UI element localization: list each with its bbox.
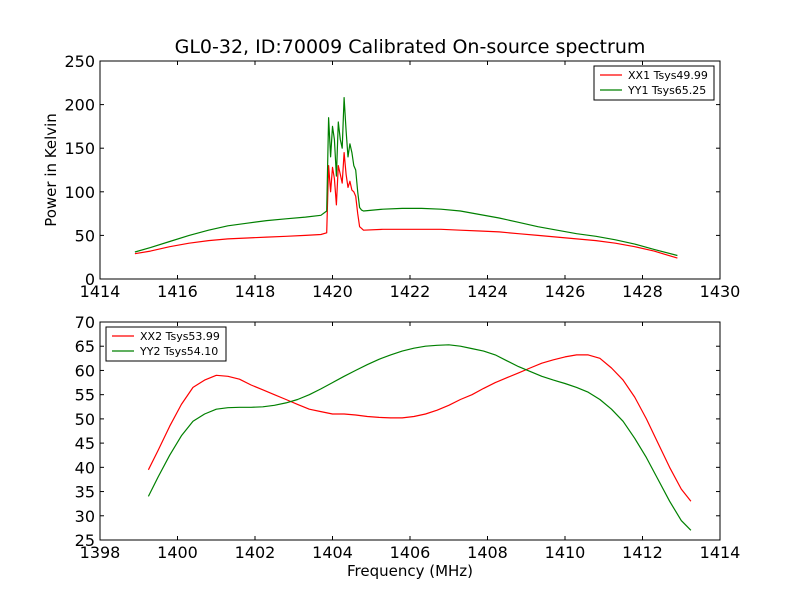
bottom-y-tick-label: 60 (75, 361, 95, 380)
top-x-tick-label: 1414 (80, 282, 121, 301)
top-series-xx1-line (134, 152, 678, 259)
top-chart-panel: 1414 1416 1418 1420 1422 1424 1426 1428 1430 0 50 1… (42, 52, 740, 301)
top-y-tick-label: 250 (64, 52, 95, 71)
bottom-chart-panel: 1398 1400 1402 1404 1406 1408 1410 1412 1414 25 30… (75, 313, 741, 580)
bottom-legend: XX2 Tsys53.99 YY2 Tsys54.10 (105, 326, 227, 362)
bottom-y-tick-label: 25 (75, 531, 95, 550)
bottom-y-tick-label: 55 (75, 386, 95, 405)
bottom-x-axis-label: Frequency (MHz) (347, 562, 473, 580)
bottom-x-tick-label: 1412 (622, 543, 663, 562)
top-y-tick-label: 150 (64, 139, 95, 158)
top-x-tick-label: 1420 (312, 282, 353, 301)
top-x-tick-label: 1416 (157, 282, 198, 301)
bottom-x-tick-label: 1402 (235, 543, 276, 562)
top-y-axis-label: Power in Kelvin (42, 113, 60, 227)
bottom-x-tick-label: 1400 (157, 543, 198, 562)
bottom-x-tick-label: 1410 (545, 543, 586, 562)
bottom-y-tick-label: 30 (75, 507, 95, 526)
bottom-y-tick-label: 65 (75, 337, 95, 356)
top-x-tick-label: 1424 (467, 282, 508, 301)
bottom-series-xx2-line (147, 354, 692, 502)
top-x-tick-label: 1418 (235, 282, 276, 301)
bottom-legend-label: YY2 Tsys54.10 (139, 345, 218, 358)
top-x-tick-label: 1430 (700, 282, 741, 301)
bottom-y-tick-label: 50 (75, 410, 95, 429)
top-y-tick-label: 200 (64, 96, 95, 115)
top-legend: XX1 Tsys49.99 YY1 Tsys65.25 (593, 65, 715, 101)
bottom-x-tick-label: 1408 (467, 543, 508, 562)
bottom-legend-label: XX2 Tsys53.99 (140, 330, 220, 343)
figure-title: GL0-32, ID:70009 Calibrated On-source sp… (175, 36, 646, 58)
top-legend-box (593, 65, 715, 101)
bottom-y-tick-label: 45 (75, 434, 95, 453)
top-y-tick-label: 100 (64, 183, 95, 202)
bottom-x-tick-label: 1404 (312, 543, 353, 562)
bottom-x-tick-label: 1406 (390, 543, 431, 562)
bottom-x-tick-label: 1398 (80, 543, 121, 562)
top-y-tick-label: 0 (85, 270, 95, 289)
top-y-tick-label: 50 (75, 226, 95, 245)
top-legend-label: YY1 Tsys65.25 (627, 84, 706, 97)
bottom-x-tick-label: 1414 (700, 543, 741, 562)
bottom-y-tick-label: 70 (75, 313, 95, 332)
top-x-tick-label: 1422 (390, 282, 431, 301)
bottom-series-yy2-line (147, 344, 692, 531)
bottom-legend-box (105, 326, 227, 362)
top-legend-label: XX1 Tsys49.99 (628, 69, 708, 82)
bottom-y-tick-label: 40 (75, 458, 95, 477)
bottom-y-tick-label: 35 (75, 483, 95, 502)
top-series-yy1-line (134, 96, 678, 257)
top-x-tick-label: 1426 (545, 282, 586, 301)
top-x-tick-label: 1428 (622, 282, 663, 301)
